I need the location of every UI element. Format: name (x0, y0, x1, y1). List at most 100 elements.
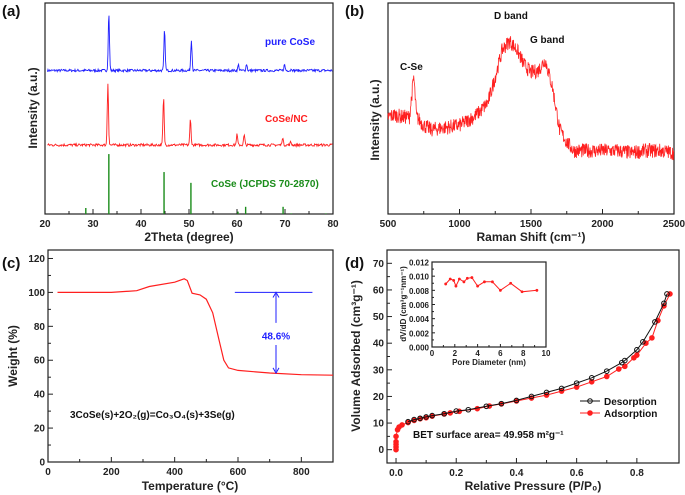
x-axis-title: Relative Pressure (P/P₀) (465, 479, 602, 493)
bet-surface-area: BET surface area= 49.958 m²g⁻¹ (413, 430, 564, 441)
isotherm-point (615, 366, 622, 372)
panel-label: (a) (2, 3, 20, 20)
xrd-x-tick-label: 20 (39, 219, 51, 230)
inset-x-tick-label: 0 (430, 349, 435, 358)
inset-point (465, 276, 469, 280)
inset-y-tick-label: 0.002 (409, 329, 430, 338)
inset-y-tick-label: 0.000 (409, 344, 430, 353)
inset-x-tick-label: 4 (475, 349, 480, 358)
isotherm-line-0 (407, 293, 668, 423)
raman-x-tick-label: 500 (380, 219, 397, 230)
inset-y-tick-label: 0.012 (409, 259, 430, 268)
xrd-x-tick-label: 60 (231, 219, 243, 230)
isotherm-point (664, 291, 670, 297)
tga-x-tick-label: 400 (166, 467, 183, 478)
y-axis-title: Volume Adsorbed (cm³g⁻¹) (349, 280, 363, 432)
x-axis-title: Raman Shift (cm⁻¹) (476, 230, 585, 244)
inset-point (535, 288, 539, 292)
panel-label: (d) (345, 255, 364, 272)
inset-y-tick-label: 0.004 (409, 315, 430, 324)
xrd-x-tick-label: 70 (279, 219, 291, 230)
tga-y-tick-label: 60 (34, 356, 46, 367)
inset-point (499, 288, 502, 292)
raman-x-tick-label: 1500 (520, 219, 543, 230)
tga-frame (47, 249, 334, 463)
legend-marker (587, 410, 593, 416)
bet-y-tick-label: 70 (373, 259, 385, 270)
bet-y-tick-label: 40 (373, 339, 385, 350)
isotherm-point (498, 400, 505, 407)
isotherm-point (483, 403, 490, 410)
bet-y-tick-label: 10 (373, 419, 385, 430)
isotherm-line-1 (395, 293, 671, 450)
isotherm-point (411, 416, 417, 423)
inset-x-axis-title: Pore Diameter (nm) (452, 358, 526, 367)
tga-y-tick-label: 20 (34, 424, 46, 435)
isotherm-point (423, 414, 429, 420)
isotherm-point (588, 378, 595, 385)
tga-y-tick-label: 0 (39, 458, 45, 469)
annotation-c-se: C-Se (400, 62, 423, 73)
tga-y-tick-label: 80 (34, 322, 46, 333)
panel-label: (c) (2, 255, 20, 272)
y-axis-title: Intensity (a.u.) (368, 79, 382, 160)
tga-y-tick-label: 100 (28, 288, 45, 299)
panel-label: (b) (345, 3, 364, 20)
inset-point (452, 279, 456, 282)
inset-point (444, 282, 448, 286)
annotation-g-band: G band (530, 35, 564, 46)
isotherm-point (399, 422, 405, 428)
legend-cose-nc: CoSe/NC (265, 114, 308, 125)
isotherm-point (393, 433, 399, 440)
bet-x-tick-label: 0.4 (509, 468, 523, 479)
inset-point (491, 280, 494, 284)
legend-desorption: Desorption (604, 397, 657, 408)
bet-x-tick-label: 0.6 (570, 468, 584, 479)
xrd-x-tick-label: 80 (327, 219, 339, 230)
isotherm-point (429, 412, 435, 419)
isotherm-point (634, 352, 640, 358)
tga-line (57, 278, 334, 376)
tga-y-tick-label: 120 (28, 254, 45, 265)
inset-y-tick-label: 0.006 (409, 301, 430, 310)
bet-x-tick-label: 0.0 (389, 468, 403, 479)
arrow-down-icon (272, 367, 280, 374)
isotherm-point (453, 408, 460, 414)
isotherm-point (393, 438, 399, 445)
arrow-up-icon (272, 291, 280, 298)
xrd-x-tick-label: 40 (135, 219, 147, 230)
xrd-line-1 (47, 83, 333, 148)
isotherm-point (603, 368, 610, 374)
x-axis-title: 2Theta (degree) (144, 230, 233, 244)
tga-x-tick-label: 600 (230, 467, 247, 478)
inset-x-tick-label: 6 (498, 349, 503, 358)
inset-point (520, 290, 524, 294)
isotherm-point (661, 300, 667, 307)
weight-loss-label: 48.6% (262, 331, 290, 342)
bet-y-tick-label: 30 (373, 365, 385, 376)
tga-y-tick-label: 40 (34, 390, 46, 401)
inset-y-tick-label: 0.008 (409, 287, 430, 296)
inset-point (462, 280, 466, 284)
bet-y-tick-label: 0 (378, 445, 384, 456)
inset-point (483, 280, 486, 284)
isotherm-point (649, 335, 655, 341)
isotherm-point (652, 319, 658, 325)
isotherm-point (573, 384, 580, 390)
inset-x-tick-label: 8 (521, 349, 526, 358)
isotherm-point (417, 415, 423, 422)
isotherm-point (634, 347, 640, 353)
bet-y-tick-label: 60 (373, 285, 385, 296)
isotherm-point (528, 393, 535, 400)
annotation-d-band: D band (494, 11, 528, 22)
inset-point (448, 277, 452, 281)
bet-x-tick-label: 0.8 (630, 468, 644, 479)
tga-x-tick-label: 0 (45, 467, 51, 478)
bet-y-tick-label: 50 (373, 312, 385, 323)
raman-x-tick-label: 2500 (663, 219, 685, 230)
tga-x-tick-label: 200 (103, 467, 120, 478)
inset-point (454, 284, 458, 288)
legend-reference: CoSe (JCPDS 70-2870) (211, 179, 319, 190)
inset-point (476, 284, 479, 288)
bet-y-tick-label: 20 (373, 392, 385, 403)
